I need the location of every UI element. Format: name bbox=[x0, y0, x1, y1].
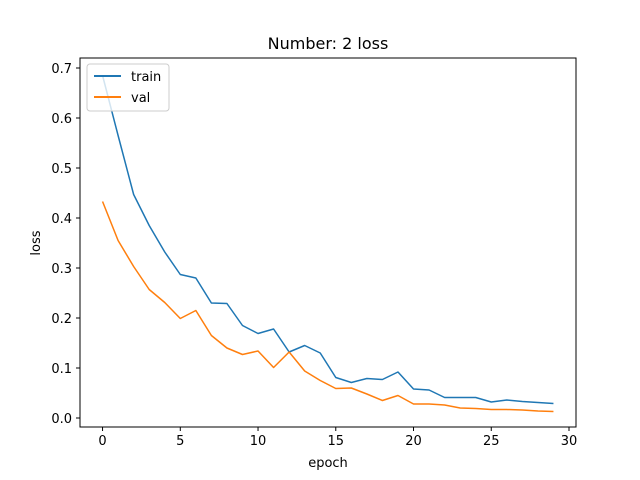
y-tick-label: 0.6 bbox=[51, 112, 72, 127]
y-tick-label: 0.1 bbox=[51, 362, 72, 377]
x-axis-label: epoch bbox=[308, 456, 348, 471]
x-tick-label: 15 bbox=[328, 434, 345, 449]
y-tick-label: 0.7 bbox=[51, 62, 72, 77]
y-axis: 0.0 0.1 0.2 0.3 0.4 0.5 0.6 0.7 bbox=[51, 62, 80, 427]
x-axis: 0 5 10 15 20 25 30 bbox=[98, 427, 577, 449]
legend-label-train: train bbox=[131, 70, 161, 85]
y-tick-label: 0.5 bbox=[51, 162, 72, 177]
y-tick-label: 0.3 bbox=[51, 262, 72, 277]
y-axis-label: loss bbox=[29, 230, 44, 255]
legend-label-val: val bbox=[131, 91, 150, 106]
y-tick-label: 0.2 bbox=[51, 312, 72, 327]
plot-frame bbox=[79, 57, 577, 428]
x-tick-label: 10 bbox=[250, 434, 267, 449]
x-tick-label: 0 bbox=[98, 434, 106, 449]
series-line-val bbox=[101, 201, 554, 413]
plot-area bbox=[101, 75, 554, 413]
series-line-train bbox=[101, 75, 554, 405]
x-tick-label: 20 bbox=[405, 434, 422, 449]
y-tick-label: 0.0 bbox=[51, 412, 72, 427]
chart-title: Number: 2 loss bbox=[268, 34, 389, 53]
legend: train val bbox=[86, 63, 170, 112]
x-tick-label: 5 bbox=[176, 434, 184, 449]
y-tick-label: 0.4 bbox=[51, 212, 72, 227]
x-tick-label: 30 bbox=[561, 434, 578, 449]
x-tick-label: 25 bbox=[483, 434, 500, 449]
